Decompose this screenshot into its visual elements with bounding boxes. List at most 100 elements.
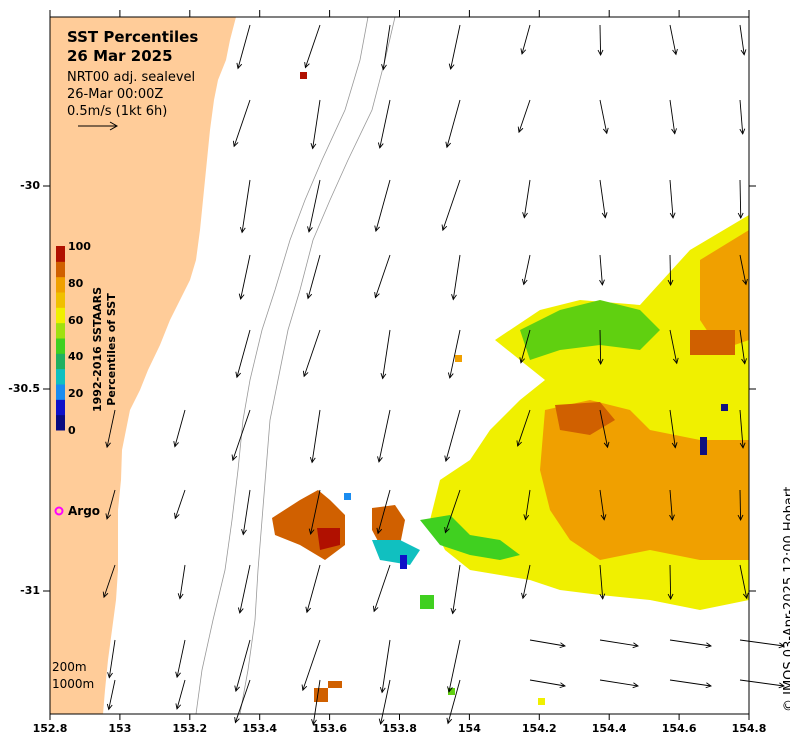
current-arrow-icon <box>447 329 461 379</box>
current-arrow-icon <box>239 179 251 234</box>
current-arrow-icon <box>669 329 679 365</box>
colorbar-swatch <box>56 399 65 416</box>
current-arrow-icon <box>238 254 251 300</box>
colorbar-swatch <box>56 338 65 354</box>
colorbar-title: 1992-2016 SSTAARS Percentiles of SST <box>91 287 119 412</box>
current-arrow-icon <box>521 564 531 600</box>
colorbar-swatch <box>56 368 65 385</box>
colorbar-swatch <box>56 384 65 400</box>
current-arrow-icon <box>235 329 251 379</box>
time-label: 26-Mar 00:00Z <box>67 87 164 102</box>
x-tick-label: 153 <box>108 722 132 735</box>
current-arrow-icon <box>105 409 116 449</box>
product-label: NRT00 adj. sealevel <box>67 70 196 85</box>
current-arrows <box>102 24 785 726</box>
sst-pixel-navy-2 <box>721 404 728 411</box>
sst-pixel-blue-2 <box>400 555 407 569</box>
colorbar-label: 0 <box>68 424 76 437</box>
current-arrow-icon <box>599 254 605 286</box>
current-arrow-icon <box>381 24 391 71</box>
current-arrow-icon <box>599 679 639 689</box>
current-arrow-icon <box>311 679 321 726</box>
current-arrow-icon <box>599 179 608 219</box>
sst-patch-orange-ne <box>700 230 749 350</box>
current-arrow-icon <box>374 179 391 233</box>
current-arrow-icon <box>669 639 712 649</box>
sst-pixel-brown-2 <box>328 681 342 688</box>
colorbar-label: 60 <box>68 314 84 327</box>
current-arrow-icon <box>669 24 678 56</box>
current-arrow-icon <box>739 329 747 365</box>
current-arrow-icon <box>529 639 566 649</box>
colorbar-swatch <box>56 292 65 308</box>
sst-pixel-green-3 <box>420 595 434 609</box>
current-arrow-icon <box>739 254 748 286</box>
sst-patch-green <box>520 300 660 360</box>
sst-pixel-green <box>448 688 455 695</box>
x-tick-label: 153.8 <box>382 722 417 735</box>
current-arrow-icon <box>597 24 604 57</box>
current-arrow-icon <box>739 639 785 649</box>
current-arrow-icon <box>667 564 674 600</box>
current-arrow-icon <box>448 24 461 70</box>
current-arrow-icon <box>523 489 531 521</box>
current-arrow-icon <box>106 679 116 711</box>
current-arrow-icon <box>669 489 675 521</box>
current-arrow-icon <box>599 489 607 521</box>
sst-pixel-yellow <box>538 698 545 705</box>
current-arrow-icon <box>737 489 744 522</box>
x-tick-label: 153.4 <box>242 722 278 735</box>
sst-patch-cyan <box>372 540 420 565</box>
colorbar-swatch <box>56 353 65 370</box>
current-arrow-icon <box>105 489 116 520</box>
current-arrow-icon <box>236 24 251 70</box>
axis-ticks <box>43 10 756 720</box>
current-arrow-icon <box>372 564 391 613</box>
current-arrow-icon <box>310 99 321 150</box>
x-tick-label: 152.8 <box>32 722 68 735</box>
x-tick-label: 153.2 <box>172 722 208 735</box>
sst-pixel-orange <box>455 355 462 362</box>
current-arrow-icon <box>739 564 749 600</box>
current-arrow-icon <box>451 254 461 301</box>
current-arrow-icon <box>377 99 391 149</box>
current-arrow-icon <box>669 179 676 219</box>
current-arrow-icon <box>302 329 321 378</box>
colorbar-swatch <box>56 307 65 324</box>
current-arrow-icon <box>441 179 461 232</box>
current-arrow-icon <box>374 254 391 299</box>
current-arrow-icon <box>450 564 461 615</box>
sst-pixel-red <box>300 72 307 79</box>
y-tick-label: -30.5 <box>8 382 40 395</box>
current-arrow-icon <box>177 564 186 600</box>
current-arrow-icon <box>737 179 744 219</box>
sst-patch-brown-3 <box>690 330 735 355</box>
colorbar-label: 80 <box>68 277 84 290</box>
colorbar-swatch <box>56 276 65 293</box>
current-arrow-icon <box>102 564 116 599</box>
colorbar-title-line2: Percentiles of SST <box>105 293 118 406</box>
contour-200m-label: 200m <box>52 660 87 674</box>
current-arrow-icon <box>309 409 321 464</box>
colorbar-swatch <box>56 322 65 339</box>
x-tick-label: 154.4 <box>591 722 627 735</box>
current-arrow-icon <box>231 409 251 462</box>
current-arrow-icon <box>173 409 186 448</box>
x-tick-label: 154 <box>457 722 481 735</box>
current-arrow-icon <box>446 679 461 725</box>
current-arrow-icon <box>667 254 674 287</box>
current-arrow-icon <box>599 99 609 135</box>
colorbar-swatch <box>56 261 65 278</box>
current-arrow-icon <box>739 409 746 449</box>
current-arrow-icon <box>445 99 461 149</box>
colorbar-swatch <box>56 246 65 262</box>
current-arrow-icon <box>237 564 251 614</box>
current-arrow-icon <box>305 564 321 614</box>
current-arrow-icon <box>379 639 391 694</box>
y-tick-label: -31 <box>20 584 40 597</box>
current-arrow-icon <box>444 489 461 534</box>
x-tick-label: 153.6 <box>312 722 347 735</box>
current-arrow-icon <box>107 639 116 679</box>
current-arrow-icon <box>241 489 251 536</box>
